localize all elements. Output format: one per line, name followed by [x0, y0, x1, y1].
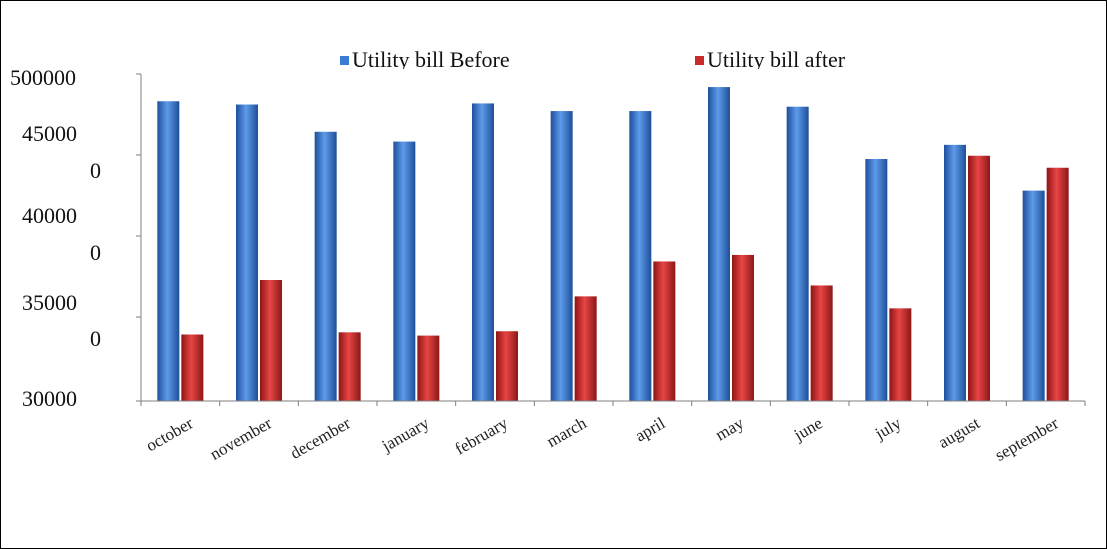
bar-after-may: [732, 254, 754, 401]
bar-after-january: [417, 335, 440, 401]
bar-after-march: [574, 296, 597, 401]
bars-group: [157, 87, 1069, 402]
bar-before-february: [472, 103, 494, 402]
bar-after-october: [181, 334, 204, 401]
bar-before-december: [314, 131, 337, 401]
bar-before-march: [550, 111, 573, 401]
x-tick-label-december: december: [287, 413, 354, 463]
y-tick-label: 40000: [22, 203, 77, 228]
bar-before-august: [944, 144, 966, 401]
x-tick-labels: october november december january february ma…: [143, 413, 1062, 465]
x-tick-label-october: october: [143, 413, 197, 455]
legend-swatch: [695, 56, 704, 65]
x-tick-label-may: may: [712, 413, 747, 444]
bar-after-april: [653, 261, 676, 401]
x-tick-label-august: august: [935, 413, 983, 452]
x-tick-label-november: november: [207, 413, 276, 464]
bar-after-november: [260, 280, 282, 401]
y-tick-label: 35000: [22, 290, 77, 315]
bar-after-july: [889, 308, 912, 401]
legend-label: Utility bill Before: [352, 47, 510, 69]
x-tick-label-february: february: [452, 413, 512, 458]
bar-after-june: [810, 285, 833, 401]
y-tick-label: 0: [90, 240, 101, 265]
bar-before-january: [393, 141, 416, 401]
legend-item-before: Utility bill Before: [340, 47, 510, 69]
bar-before-november: [236, 104, 258, 402]
x-tick-label-january: january: [378, 413, 433, 456]
x-tick-label-june: june: [790, 413, 826, 445]
legend-label: Utility bill after: [707, 47, 846, 69]
bar-after-august: [968, 155, 990, 401]
bar-before-september: [1022, 190, 1045, 401]
bar-after-september: [1046, 167, 1069, 401]
y-tick-label: 0: [90, 158, 101, 183]
bar-before-april: [629, 111, 652, 401]
legend-swatch: [340, 56, 349, 65]
y-tick-label: 0: [90, 326, 101, 351]
bar-before-may: [708, 87, 730, 401]
x-tick-label-september: september: [992, 413, 1062, 465]
axes-group: [136, 73, 1086, 406]
x-tick-label-july: july: [871, 413, 905, 443]
y-tick-label: 500000: [10, 65, 76, 90]
bar-after-february: [496, 331, 518, 401]
bar-before-july: [865, 159, 888, 401]
y-tick-label: 30000: [22, 386, 77, 411]
bar-after-december: [338, 332, 361, 401]
bar-before-june: [786, 106, 809, 401]
y-tick-label: 45000: [22, 121, 77, 146]
x-tick-label-april: april: [632, 413, 669, 445]
legend-item-after: Utility bill after: [695, 47, 845, 69]
bar-before-october: [157, 101, 180, 401]
x-tick-label-march: march: [543, 413, 590, 451]
